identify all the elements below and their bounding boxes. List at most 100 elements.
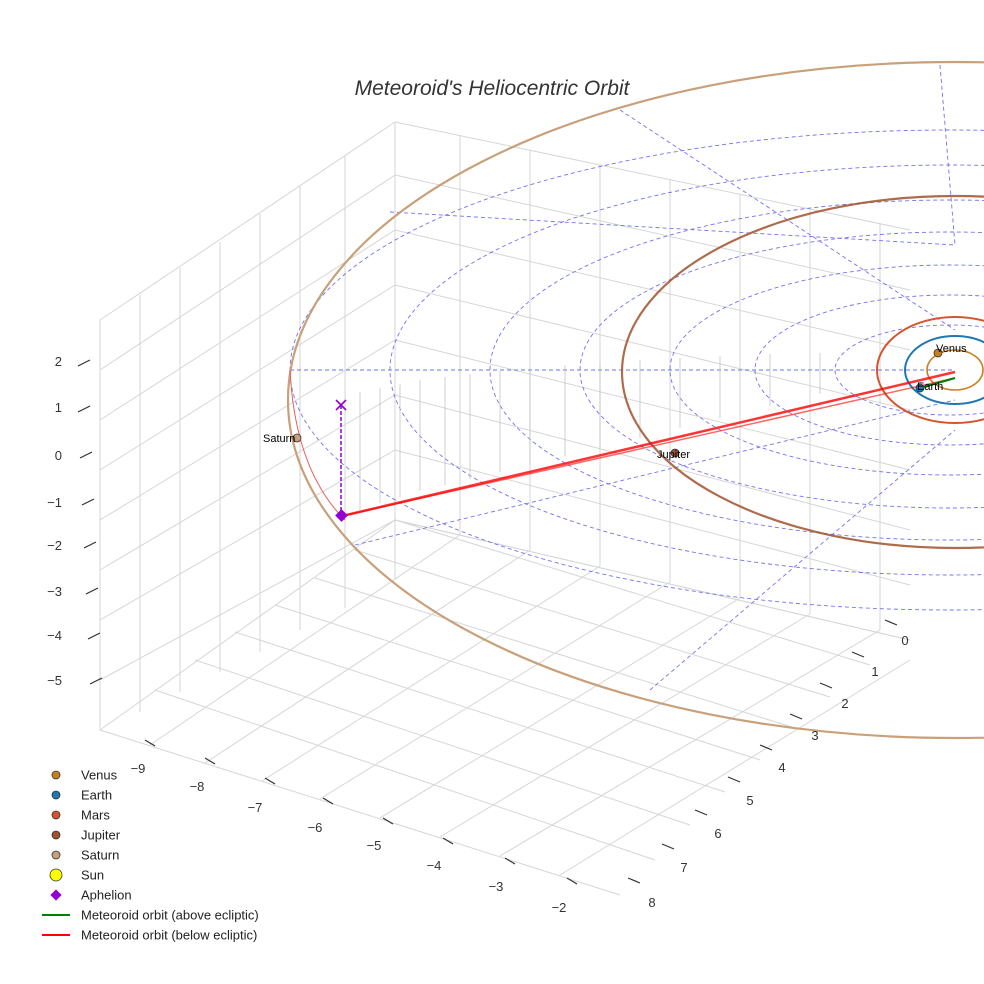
jupiter-point	[670, 448, 680, 458]
x-axis-ticks: −9 −8 −7 −6 −5 −4 −3 −2	[131, 739, 578, 915]
legend-entry: Meteoroid orbit (above ecliptic)	[42, 908, 259, 923]
y-axis-ticks: 0 1 2 3 4 5 6 7 8	[627, 619, 909, 910]
venus-orbit	[926, 349, 984, 391]
venus-point	[933, 348, 943, 358]
z-tick-mark	[77, 359, 91, 367]
legend-marker	[49, 868, 63, 882]
x-tick-mark	[204, 757, 216, 765]
y-tick-label: 1	[871, 664, 878, 679]
y-tick-label: 0	[901, 633, 908, 648]
legend-label: Sun	[81, 868, 104, 883]
z-tick-label: −1	[47, 495, 62, 510]
legend-marker	[50, 889, 62, 901]
legend-label: Meteoroid orbit (below ecliptic)	[81, 928, 257, 943]
legend-label: Jupiter	[81, 828, 121, 843]
meteoroid-orbit	[289, 369, 956, 521]
z-tick-mark	[85, 587, 99, 595]
y-tick-label: 3	[811, 728, 818, 743]
z-tick-label: 1	[55, 400, 62, 415]
legend-entry: Sun	[49, 868, 104, 883]
y-tick-label: 5	[746, 793, 753, 808]
x-tick-mark	[144, 739, 156, 747]
drop-lines	[359, 353, 821, 510]
legend-label: Saturn	[81, 848, 119, 863]
legend-entry: Meteoroid orbit (below ecliptic)	[42, 928, 257, 943]
x-tick-mark	[322, 797, 334, 805]
x-tick-label: −3	[489, 879, 504, 894]
chart-title: Meteoroid's Heliocentric Orbit	[355, 77, 631, 100]
y-tick-mark	[789, 713, 803, 720]
y-tick-mark	[694, 809, 708, 816]
x-tick-label: −6	[308, 820, 323, 835]
x-tick-mark	[504, 857, 516, 865]
legend-entry: Earth	[51, 788, 112, 803]
y-tick-label: 6	[714, 826, 721, 841]
y-tick-mark	[759, 744, 773, 751]
x-tick-label: −2	[552, 900, 567, 915]
jupiter-label: Jupiter	[657, 449, 690, 461]
legend: Venus Earth Mars Jupiter Saturn Sun Aphelion Me…	[42, 768, 259, 943]
legend-label: Earth	[81, 788, 112, 803]
z-tick-mark	[87, 632, 101, 640]
mars-orbit	[876, 316, 984, 424]
x-tick-label: −7	[248, 800, 263, 815]
earth-label: Earth	[917, 381, 943, 393]
x-tick-label: −8	[190, 779, 205, 794]
z-tick-mark	[81, 498, 95, 506]
z-tick-mark	[89, 677, 103, 685]
earth-orbit	[904, 335, 984, 405]
z-tick-label: 2	[55, 354, 62, 369]
legend-entry: Saturn	[51, 848, 119, 863]
saturn-orbit	[287, 61, 984, 739]
legend-marker	[51, 830, 61, 840]
z-tick-mark	[77, 405, 91, 413]
z-tick-label: −5	[47, 673, 62, 688]
legend-label: Aphelion	[81, 888, 132, 903]
y-tick-mark	[661, 843, 675, 850]
z-tick-mark	[79, 451, 93, 459]
y-tick-mark	[727, 776, 741, 783]
saturn-point	[292, 433, 302, 443]
z-axis-ticks: 2 1 0 −1 −2 −3 −4 −5	[47, 354, 103, 688]
z-tick-label: −4	[47, 628, 62, 643]
y-tick-mark	[884, 619, 898, 626]
y-tick-label: 7	[680, 860, 687, 875]
legend-entry: Aphelion	[50, 888, 132, 903]
x-tick-label: −5	[367, 838, 382, 853]
legend-marker	[51, 850, 61, 860]
legend-marker	[51, 810, 61, 820]
legend-label: Meteoroid orbit (above ecliptic)	[81, 908, 259, 923]
pane-grid	[99, 121, 911, 896]
y-tick-label: 8	[648, 895, 655, 910]
y-tick-mark	[851, 651, 865, 658]
x-tick-label: −4	[427, 858, 442, 873]
saturn-orbit-overlap	[289, 369, 346, 521]
legend-entry: Jupiter	[51, 828, 121, 843]
legend-label: Mars	[81, 808, 110, 823]
earth-point	[915, 383, 925, 393]
z-tick-label: −3	[47, 584, 62, 599]
jupiter-orbit	[621, 194, 984, 550]
y-tick-label: 4	[778, 760, 785, 775]
y-tick-mark	[627, 877, 641, 884]
meteoroid-orbit-below	[341, 370, 956, 518]
y-tick-label: 2	[841, 696, 848, 711]
x-tick-mark	[264, 777, 276, 785]
saturn-label: Saturn	[263, 433, 295, 445]
x-tick-mark	[382, 817, 394, 825]
x-tick-mark	[442, 837, 454, 845]
legend-entry: Venus	[51, 768, 118, 783]
aphelion-projection-x	[335, 399, 347, 411]
x-tick-label: −9	[131, 761, 146, 776]
x-tick-mark	[566, 877, 578, 885]
legend-marker	[51, 770, 61, 780]
meteoroid-orbit-below-return	[341, 377, 956, 517]
z-tick-mark	[83, 541, 97, 549]
venus-label: Venus	[936, 343, 967, 355]
z-tick-label: 0	[55, 448, 62, 463]
legend-entry: Mars	[51, 808, 110, 823]
y-tick-mark	[819, 682, 833, 689]
meteoroid-orbit-above	[919, 376, 956, 390]
z-tick-label: −2	[47, 538, 62, 553]
